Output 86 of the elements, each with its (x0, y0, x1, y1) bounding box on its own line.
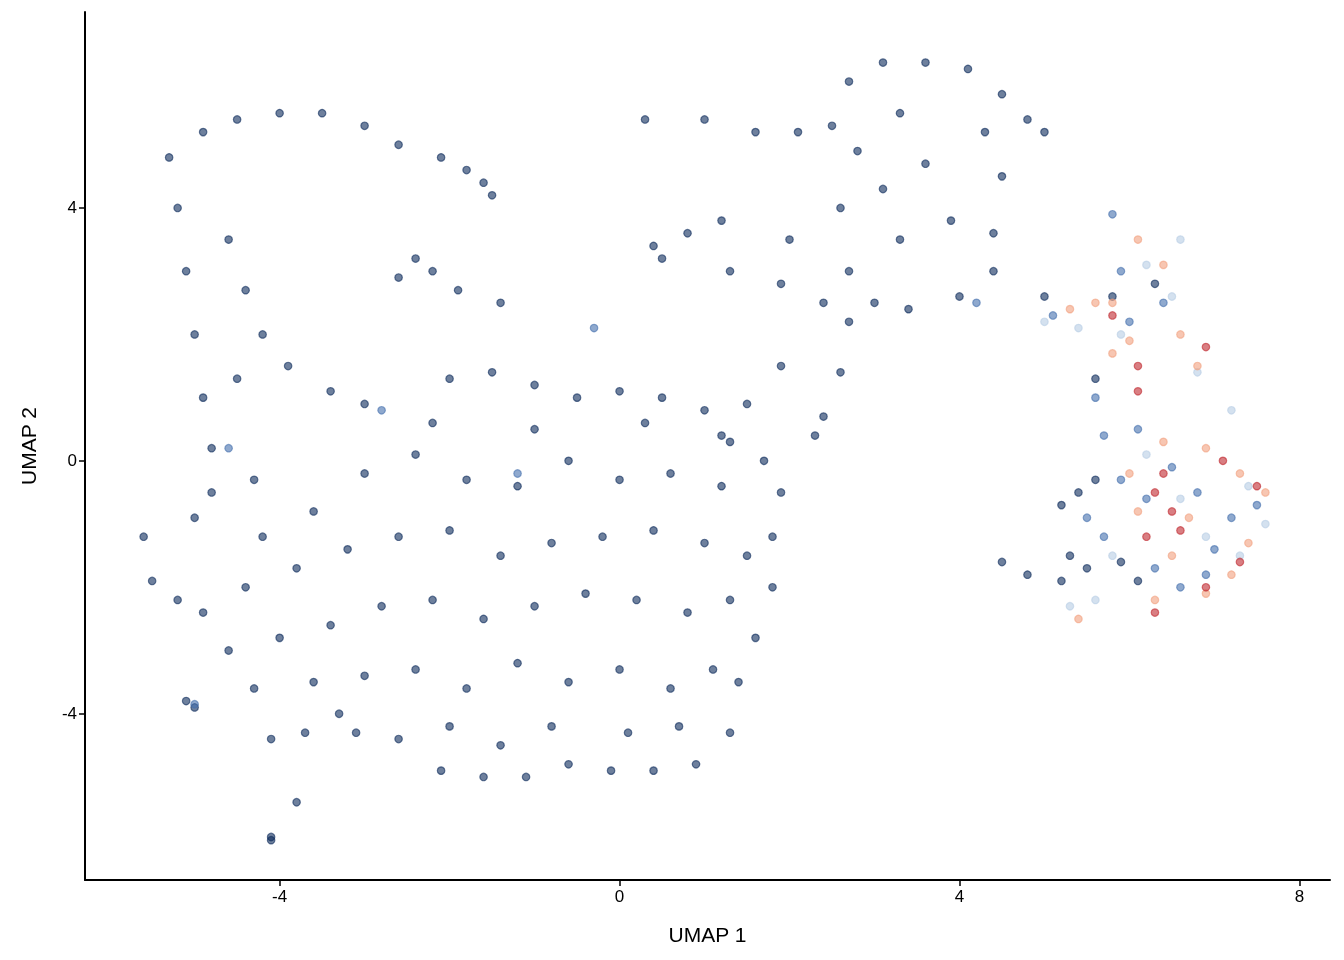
y-tick-label: -4 (61, 704, 77, 724)
point (1201, 532, 1211, 542)
point (1201, 582, 1211, 592)
y-tick-label: 4 (67, 198, 77, 218)
point (1218, 456, 1228, 466)
point (1159, 298, 1168, 308)
point (1065, 601, 1075, 611)
point (1074, 614, 1083, 624)
point (1099, 532, 1109, 542)
point (1125, 336, 1134, 346)
point (1091, 595, 1100, 605)
point (1227, 513, 1236, 523)
point (513, 469, 522, 478)
point (1116, 475, 1126, 485)
point (1176, 235, 1185, 244)
point (1201, 570, 1211, 579)
point (224, 443, 233, 453)
x-tick-label: 8 (1294, 887, 1305, 906)
point (1108, 298, 1117, 308)
point (1167, 462, 1177, 472)
point (1142, 260, 1151, 270)
point (1210, 545, 1219, 554)
point (1133, 235, 1143, 244)
point (1193, 361, 1202, 371)
point (1040, 317, 1049, 327)
point (1167, 551, 1177, 561)
point (1133, 507, 1143, 516)
point (1150, 595, 1160, 605)
point (1116, 266, 1126, 276)
point (1235, 469, 1245, 478)
point (1142, 532, 1151, 542)
point (1201, 443, 1211, 453)
x-tick-label: 0 (614, 887, 625, 906)
point (1176, 494, 1185, 504)
point (1150, 563, 1160, 573)
point (1167, 507, 1177, 516)
point (1252, 481, 1262, 491)
point (1201, 342, 1211, 352)
point (1108, 311, 1117, 320)
point (1133, 386, 1143, 396)
point (1193, 368, 1202, 377)
point (1261, 488, 1270, 497)
point (1082, 513, 1092, 523)
point (1125, 317, 1134, 327)
point (1159, 260, 1168, 270)
point (1176, 526, 1185, 535)
point (1099, 431, 1109, 440)
point (972, 298, 981, 308)
point (1261, 519, 1270, 529)
point (1244, 538, 1253, 548)
point (1125, 469, 1134, 478)
y-tick-label: 0 (67, 451, 77, 471)
point (1176, 330, 1185, 339)
point (1091, 298, 1100, 308)
point (1142, 494, 1151, 504)
point (1167, 292, 1177, 301)
point (589, 323, 599, 333)
x-axis-title: UMAP 1 (668, 923, 747, 946)
y-axis-title: UMAP 2 (17, 407, 40, 485)
point (1244, 481, 1253, 491)
point (1108, 551, 1117, 561)
point (190, 699, 199, 709)
point (1150, 488, 1160, 497)
point (1227, 405, 1236, 415)
point (1116, 330, 1126, 339)
point (1133, 361, 1143, 371)
point (1048, 311, 1058, 320)
point (1142, 450, 1151, 459)
point (1150, 608, 1160, 617)
point (1159, 469, 1168, 478)
x-tick-label: 4 (954, 887, 965, 906)
point (1159, 437, 1168, 447)
point (1108, 209, 1117, 219)
x-tick-label: -4 (272, 887, 288, 906)
point (1235, 557, 1245, 567)
point (1176, 582, 1185, 592)
point (1108, 349, 1117, 358)
point (1133, 424, 1143, 434)
point (1184, 513, 1194, 523)
point (1252, 500, 1262, 510)
point (377, 405, 386, 415)
point (1091, 393, 1100, 402)
point (1227, 570, 1236, 579)
point (1074, 323, 1083, 333)
point (1193, 488, 1202, 497)
point (1065, 304, 1075, 314)
